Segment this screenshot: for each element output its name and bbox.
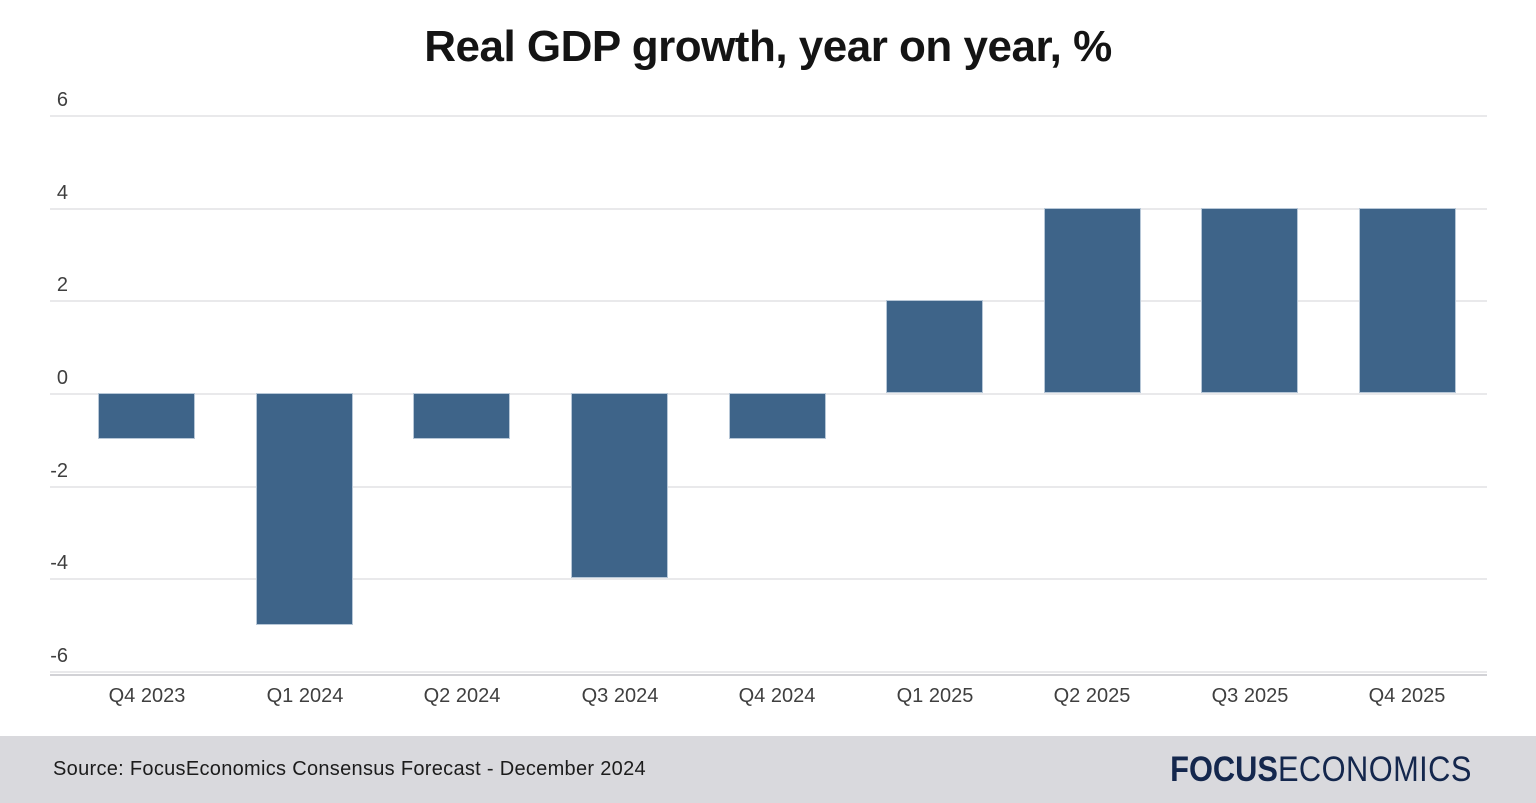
y-tick-label-6: 6 — [56, 89, 68, 111]
logo-text-focus: FOCUS — [1170, 749, 1279, 789]
y-tick-label-0: 0 — [56, 367, 68, 389]
x-tick-label-q3-2024: Q3 2024 — [581, 685, 659, 707]
bar-q3-2025 — [1201, 208, 1298, 393]
bar-q2-2025 — [1044, 208, 1141, 393]
y-tick-label-4: 4 — [56, 182, 68, 204]
y-tick-label--2: -2 — [50, 460, 68, 482]
gridline--2 — [50, 486, 1487, 488]
x-tick-label-q4-2025: Q4 2025 — [1368, 685, 1446, 707]
x-axis-line — [50, 674, 1487, 676]
bar-q4-2024 — [729, 393, 826, 439]
y-tick-label-2: 2 — [56, 274, 68, 296]
gridline-4 — [50, 208, 1487, 210]
bar-q1-2024 — [256, 393, 353, 625]
gridline--6 — [50, 671, 1487, 673]
bar-q2-2024 — [413, 393, 510, 439]
bar-q3-2024 — [571, 393, 668, 578]
focuseconomics-logo: FOCUSECONOMICS — [1170, 750, 1472, 790]
source-text: Source: FocusEconomics Consensus Forecas… — [53, 758, 646, 780]
gridline--4 — [50, 578, 1487, 580]
x-tick-label-q1-2025: Q1 2025 — [896, 685, 974, 707]
footer-bar: Source: FocusEconomics Consensus Forecas… — [0, 736, 1536, 803]
x-tick-label-q4-2024: Q4 2024 — [738, 685, 816, 707]
gridline-6 — [50, 115, 1487, 117]
logo-text-economics: ECONOMICS — [1278, 749, 1472, 789]
bar-q4-2023 — [98, 393, 195, 439]
bar-q4-2025 — [1359, 208, 1456, 393]
chart-title: Real GDP growth, year on year, % — [424, 22, 1112, 71]
gridline-2 — [50, 300, 1487, 302]
x-tick-label-q2-2024: Q2 2024 — [423, 685, 501, 707]
x-tick-label-q4-2023: Q4 2023 — [108, 685, 186, 707]
y-tick-label--4: -4 — [50, 552, 68, 574]
bar-q1-2025 — [886, 300, 983, 393]
y-tick-label--6: -6 — [50, 645, 68, 667]
x-tick-label-q3-2025: Q3 2025 — [1211, 685, 1289, 707]
x-tick-label-q1-2024: Q1 2024 — [266, 685, 344, 707]
x-tick-label-q2-2025: Q2 2025 — [1053, 685, 1131, 707]
